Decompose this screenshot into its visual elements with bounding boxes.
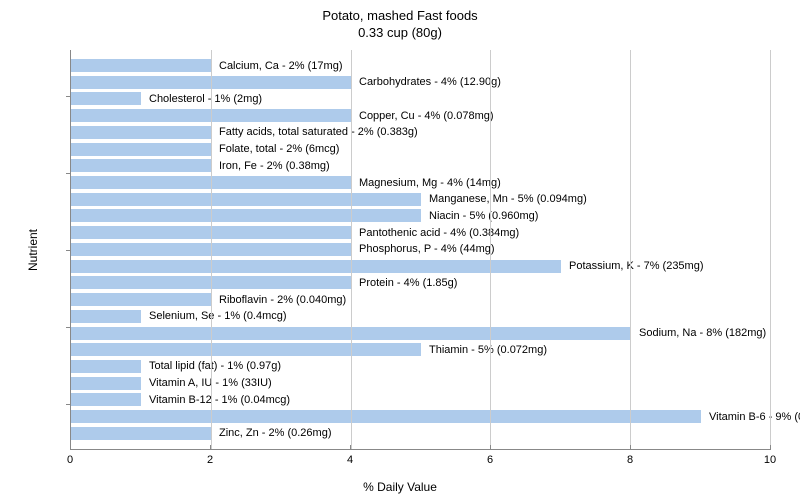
x-tick-label: 2 — [207, 454, 213, 466]
bar-row: Total lipid (fat) - 1% (0.97g) — [71, 359, 770, 374]
gridline — [770, 50, 771, 449]
x-tick-mark — [770, 445, 771, 450]
bar-row: Copper, Cu - 4% (0.078mg) — [71, 108, 770, 123]
bar-label: Phosphorus, P - 4% (44mg) — [355, 243, 495, 255]
bar-label: Total lipid (fat) - 1% (0.97g) — [145, 360, 281, 372]
bar-row: Iron, Fe - 2% (0.38mg) — [71, 158, 770, 173]
x-tick-mark — [350, 445, 351, 450]
bar-label: Cholesterol - 1% (2mg) — [145, 93, 262, 105]
y-tick-mark — [66, 404, 71, 405]
gridline — [490, 50, 491, 449]
bar-label: Vitamin A, IU - 1% (33IU) — [145, 377, 272, 389]
bar-label: Protein - 4% (1.85g) — [355, 277, 457, 289]
y-axis-label: Nutrient — [26, 229, 40, 271]
nutrient-chart: Potato, mashed Fast foods 0.33 cup (80g)… — [0, 0, 800, 500]
bar — [71, 209, 421, 222]
x-tick-label: 4 — [347, 454, 353, 466]
bar-row: Vitamin B-12 - 1% (0.04mcg) — [71, 392, 770, 407]
x-tick-mark — [210, 445, 211, 450]
bar-label: Pantothenic acid - 4% (0.384mg) — [355, 227, 519, 239]
bar-label: Vitamin B-12 - 1% (0.04mcg) — [145, 394, 290, 406]
bar-row: Sodium, Na - 8% (182mg) — [71, 326, 770, 341]
bar-row: Vitamin B-6 - 9% (0.184mg) — [71, 409, 770, 424]
bar — [71, 427, 211, 440]
bar-label: Vitamin B-6 - 9% (0.184mg) — [705, 411, 800, 423]
bar-label: Manganese, Mn - 5% (0.094mg) — [425, 193, 587, 205]
bar — [71, 410, 701, 423]
bar — [71, 193, 421, 206]
bar-row: Niacin - 5% (0.960mg) — [71, 208, 770, 223]
x-tick-label: 8 — [627, 454, 633, 466]
bar-label: Fatty acids, total saturated - 2% (0.383… — [215, 126, 418, 138]
bar-label: Folate, total - 2% (6mcg) — [215, 143, 339, 155]
bar — [71, 260, 561, 273]
bar — [71, 159, 211, 172]
bar-row: Carbohydrates - 4% (12.90g) — [71, 75, 770, 90]
bar-row: Phosphorus, P - 4% (44mg) — [71, 242, 770, 257]
bar — [71, 377, 141, 390]
bar-row: Fatty acids, total saturated - 2% (0.383… — [71, 125, 770, 140]
bar-row: Pantothenic acid - 4% (0.384mg) — [71, 225, 770, 240]
y-tick-mark — [66, 173, 71, 174]
bar-row: Cholesterol - 1% (2mg) — [71, 91, 770, 106]
bars-group: Calcium, Ca - 2% (17mg) Carbohydrates - 4… — [71, 58, 770, 441]
bar-row: Riboflavin - 2% (0.040mg) — [71, 292, 770, 307]
bar-row: Folate, total - 2% (6mcg) — [71, 142, 770, 157]
x-tick-mark — [630, 445, 631, 450]
bar-label: Selenium, Se - 1% (0.4mcg) — [145, 310, 287, 322]
y-tick-mark — [66, 327, 71, 328]
bar-label: Niacin - 5% (0.960mg) — [425, 210, 538, 222]
bar-label: Thiamin - 5% (0.072mg) — [425, 344, 547, 356]
gridline — [630, 50, 631, 449]
bar-label: Zinc, Zn - 2% (0.26mg) — [215, 427, 331, 439]
bar-label: Copper, Cu - 4% (0.078mg) — [355, 110, 494, 122]
x-tick-label: 6 — [487, 454, 493, 466]
chart-title: Potato, mashed Fast foods 0.33 cup (80g) — [0, 0, 800, 42]
bar — [71, 393, 141, 406]
bar-row: Magnesium, Mg - 4% (14mg) — [71, 175, 770, 190]
gridline — [351, 50, 352, 449]
bar — [71, 343, 421, 356]
bar-row: Zinc, Zn - 2% (0.26mg) — [71, 426, 770, 441]
bar-row: Vitamin A, IU - 1% (33IU) — [71, 376, 770, 391]
bar — [71, 143, 211, 156]
bar-label: Potassium, K - 7% (235mg) — [565, 260, 704, 272]
bar — [71, 59, 211, 72]
bar-label: Iron, Fe - 2% (0.38mg) — [215, 160, 330, 172]
bar — [71, 92, 141, 105]
plot-area: Calcium, Ca - 2% (17mg) Carbohydrates - 4… — [70, 50, 770, 450]
bar-row: Calcium, Ca - 2% (17mg) — [71, 58, 770, 73]
bar-row: Selenium, Se - 1% (0.4mcg) — [71, 309, 770, 324]
y-tick-mark — [66, 250, 71, 251]
x-tick-mark — [70, 445, 71, 450]
bar-label: Magnesium, Mg - 4% (14mg) — [355, 177, 501, 189]
bar — [71, 126, 211, 139]
gridline — [211, 50, 212, 449]
bar-row: Potassium, K - 7% (235mg) — [71, 259, 770, 274]
bar-row: Manganese, Mn - 5% (0.094mg) — [71, 192, 770, 207]
x-axis-label: % Daily Value — [363, 480, 437, 494]
title-line-1: Potato, mashed Fast foods — [0, 8, 800, 25]
bar-label: Sodium, Na - 8% (182mg) — [635, 327, 766, 339]
x-tick-mark — [490, 445, 491, 450]
bar — [71, 293, 211, 306]
x-tick-label: 0 — [67, 454, 73, 466]
title-line-2: 0.33 cup (80g) — [0, 25, 800, 42]
bar-label: Riboflavin - 2% (0.040mg) — [215, 294, 346, 306]
bar-row: Thiamin - 5% (0.072mg) — [71, 342, 770, 357]
x-axis-ticks: 0246810 — [70, 450, 770, 470]
bar — [71, 310, 141, 323]
bar-label: Carbohydrates - 4% (12.90g) — [355, 76, 501, 88]
bar-row: Protein - 4% (1.85g) — [71, 275, 770, 290]
bar-label: Calcium, Ca - 2% (17mg) — [215, 60, 342, 72]
bar — [71, 360, 141, 373]
y-tick-mark — [66, 96, 71, 97]
x-tick-label: 10 — [764, 454, 776, 466]
